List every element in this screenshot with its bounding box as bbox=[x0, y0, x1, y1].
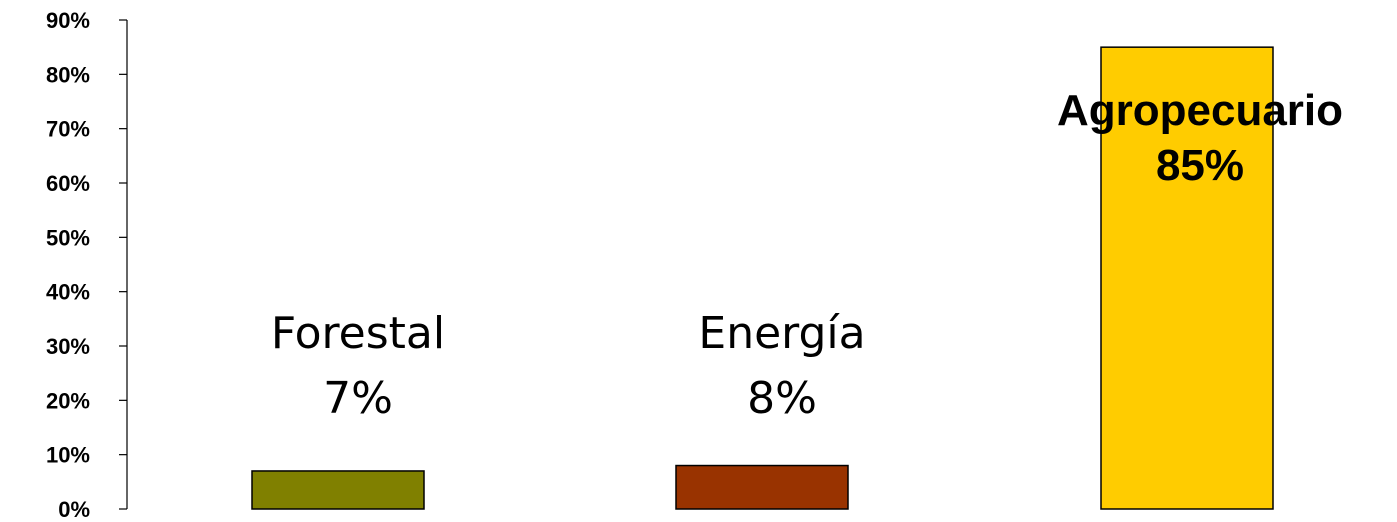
y-tick-label: 20% bbox=[46, 388, 90, 413]
category-label: Agropecuario bbox=[1057, 86, 1343, 135]
category-label: Forestal bbox=[271, 308, 445, 359]
bar bbox=[1100, 46, 1274, 510]
y-axis: 0% 10% 20% 30% 40% 50% 60% 70% 80% 90% bbox=[46, 8, 128, 522]
data-label: 85% bbox=[1156, 141, 1244, 190]
y-tick-label: 0% bbox=[58, 497, 90, 522]
category-labels: Forestal 7% Energía 8% Agropecuario 85% bbox=[271, 86, 1343, 424]
bar bbox=[251, 470, 425, 510]
bar bbox=[675, 464, 849, 510]
y-tick-label: 30% bbox=[46, 334, 90, 359]
y-tick-label: 70% bbox=[46, 117, 90, 142]
y-tick-label: 80% bbox=[46, 62, 90, 87]
y-tick-label: 10% bbox=[46, 443, 90, 468]
y-tick-label: 40% bbox=[46, 280, 90, 305]
y-tick-label: 90% bbox=[46, 8, 90, 33]
bars bbox=[251, 46, 1274, 510]
y-tick-label: 50% bbox=[46, 225, 90, 250]
y-tick-label: 60% bbox=[46, 171, 90, 196]
data-label: 7% bbox=[323, 373, 393, 424]
category-label: Energía bbox=[698, 308, 865, 359]
data-label: 8% bbox=[747, 373, 817, 424]
